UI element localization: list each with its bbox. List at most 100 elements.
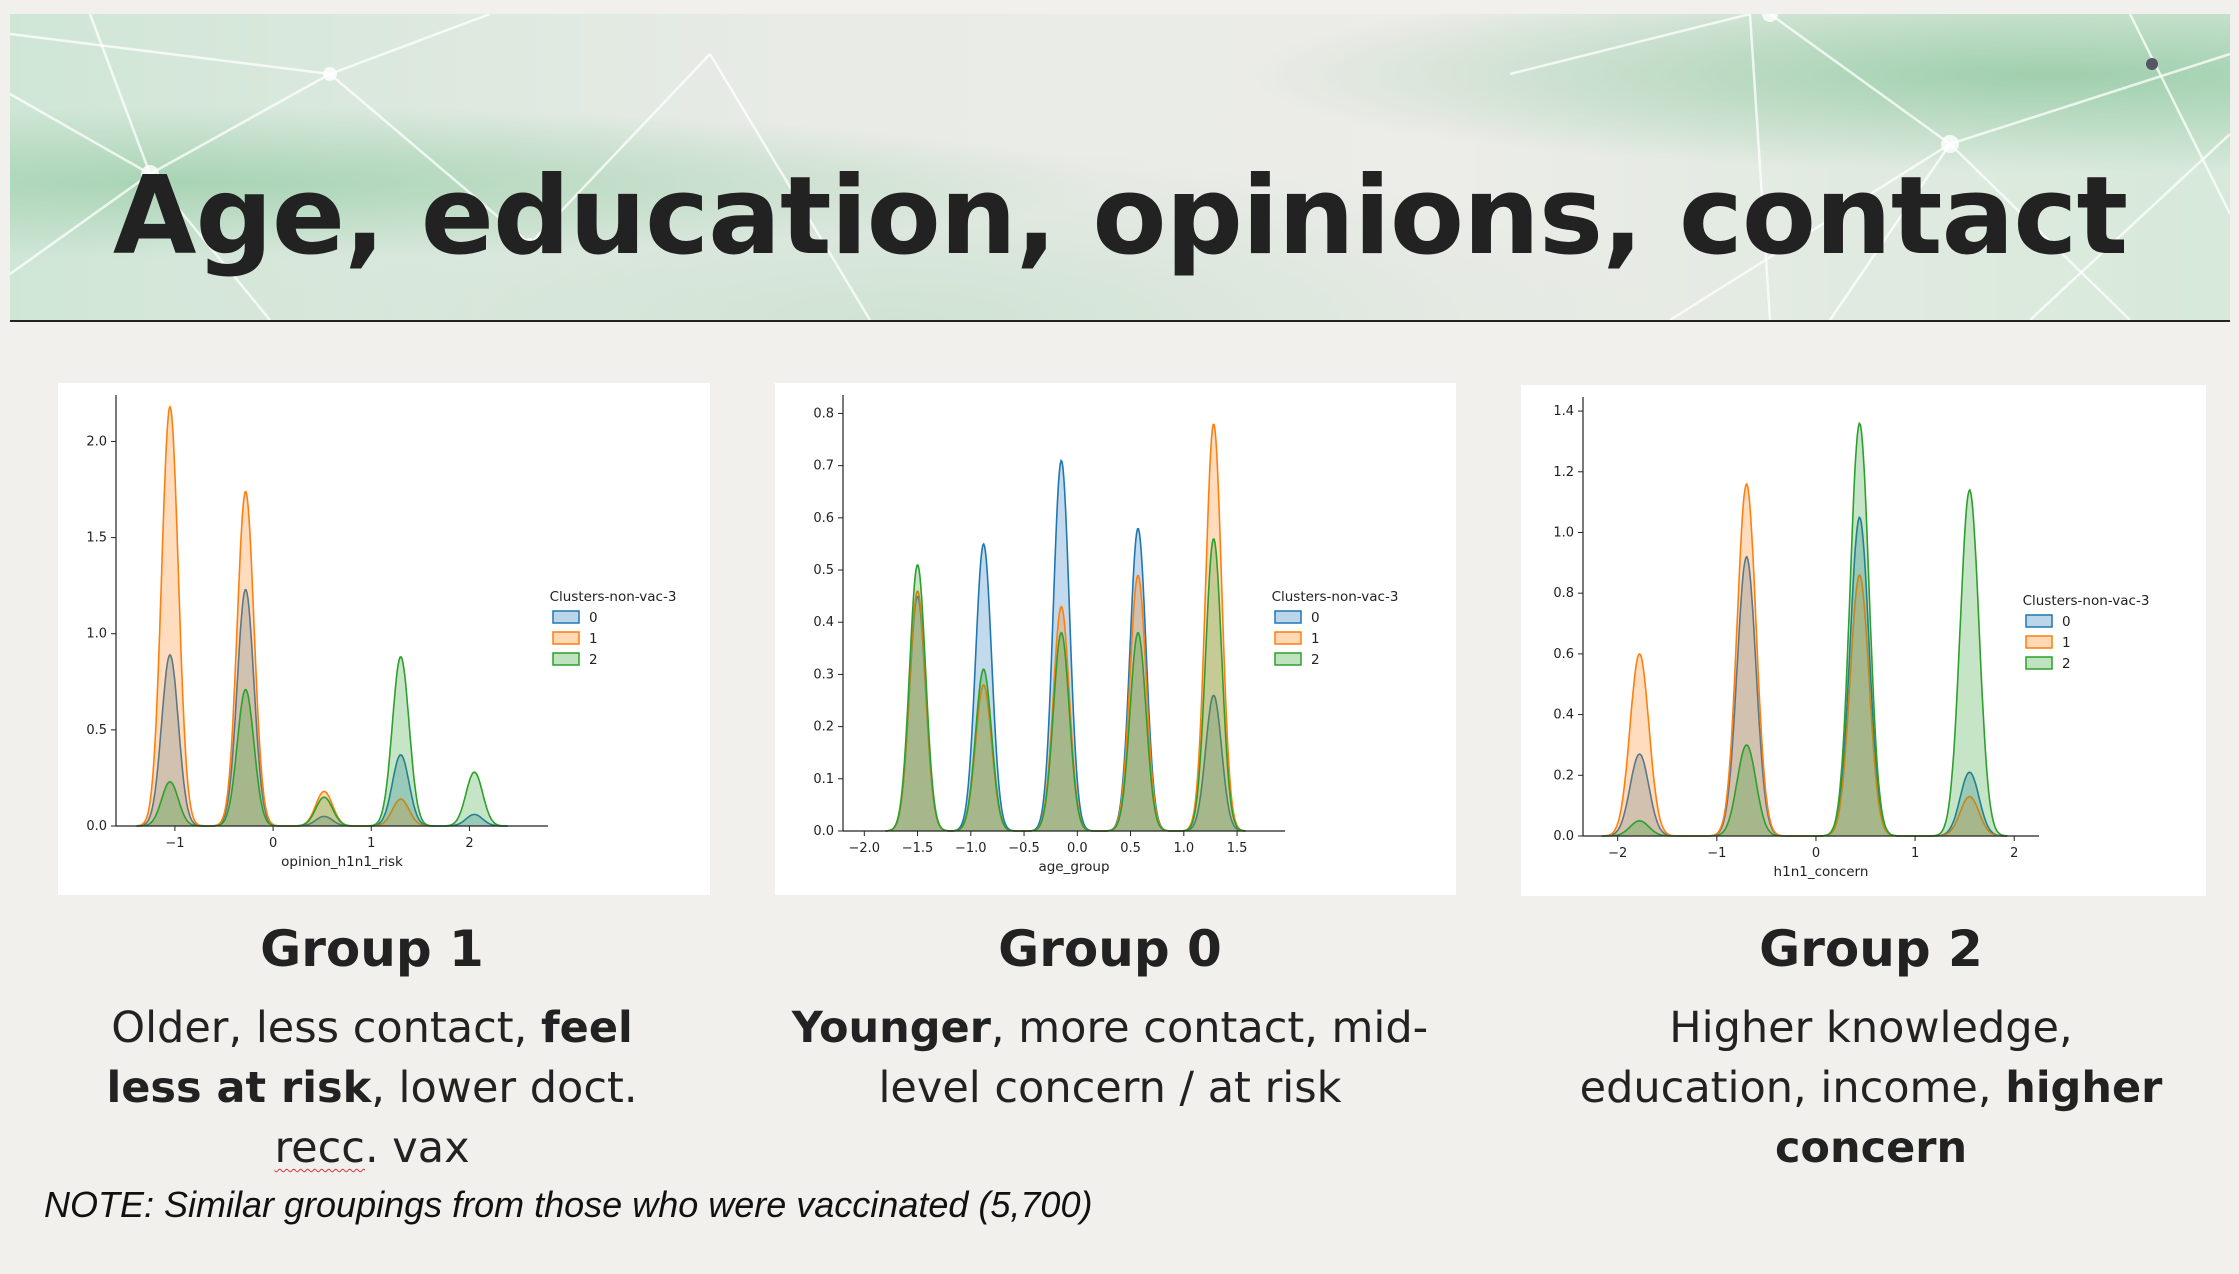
legend-swatch-1 [1274,631,1302,645]
group-description: Older, less contact, feel less at risk, … [58,998,686,1178]
chart-h1n1-concern: −2 −1 0 1 2 0.0 0.2 0.4 0.6 0.8 1.0 1.2 1.4 h1n1_conc… [1521,385,2206,896]
legend-label-1: 1 [1311,631,1320,647]
series-line-0 [136,588,508,827]
description-text: , more contact, mid-level concern / at r… [878,1003,1429,1113]
y-tick-label: 0.6 [1553,647,1574,662]
chart-age-group: −2.0 −1.5 −1.0 −0.5 0.0 0.5 1.0 1.5 0.0 0.1 0.2 0.3… [775,383,1456,895]
x-tick-label: 0 [269,836,277,851]
chart-opinion-h1n1-risk: −1 0 1 2 0.0 0.5 1.0 1.5 2.0 opinion_h1n1_risk Clu… [58,383,710,895]
x-axis-label: opinion_h1n1_risk [281,854,403,870]
x-tick-label: 2 [465,836,473,851]
y-tick-label: 0.3 [813,667,834,682]
y-tick-label: 0.8 [813,406,834,421]
y-tick-label: 1.0 [86,627,107,642]
series-line-0 [1601,515,2008,837]
y-tick-label: 0.0 [1553,829,1574,844]
x-tick-label: −0.5 [1008,841,1040,856]
legend-swatch-2 [1274,652,1302,666]
footnote: NOTE: Similar groupings from those who w… [44,1184,1093,1225]
chart-svg: −1 0 1 2 0.0 0.5 1.0 1.5 2.0 opinion_h1n1_risk Clu… [86,395,677,870]
series-line-1 [1601,482,2008,837]
emphasis-text: Younger [791,1003,991,1053]
y-tick-label: 0.6 [813,511,834,526]
y-tick-label: 1.0 [1553,525,1574,540]
y-tick-label: 0.2 [813,720,834,735]
description-text: . vax [364,1123,470,1173]
description-text: recc [274,1123,365,1173]
x-tick-label: −2 [1608,846,1627,861]
network-pattern [10,14,2230,320]
legend-label-0: 0 [1311,610,1320,626]
x-axis-label: h1n1_concern [1774,864,1869,880]
title-banner: Age, education, opinions, contact [10,14,2230,322]
series-area-1 [1601,484,2008,836]
legend-swatch-2 [552,652,580,666]
y-tick-label: 1.2 [1553,465,1574,480]
x-tick-label: 2 [2010,846,2018,861]
legend-label-1: 1 [589,631,598,647]
series-area-2 [136,656,508,826]
group-description: Higher knowledge, education, income, hig… [1571,998,2171,1178]
y-tick-label: 0.0 [813,824,834,839]
x-tick-label: −1 [165,836,184,851]
legend-label-0: 0 [589,610,598,626]
legend-swatch-0 [1274,610,1302,624]
slide-title: Age, education, opinions, contact [112,154,2128,279]
y-tick-label: 0.4 [1553,708,1574,723]
group-title: Group 1 [260,920,484,978]
x-tick-label: −1.5 [902,841,934,856]
legend-swatch-2 [2025,656,2053,670]
series-area-2 [1601,423,2008,836]
y-tick-label: 1.4 [1553,404,1574,419]
x-tick-label: 1 [367,836,375,851]
legend-label-2: 2 [1311,652,1320,668]
y-tick-label: 0.5 [813,563,834,578]
chart-svg: −2.0 −1.5 −1.0 −0.5 0.0 0.5 1.0 1.5 0.0 0.1 0.2 0.3… [813,395,1399,875]
legend-title: Clusters-non-vac-3 [1272,589,1399,605]
x-tick-label: −1.0 [955,841,987,856]
x-axis-label: age_group [1038,859,1109,875]
series-area-0 [136,589,508,826]
x-tick-label: 0.0 [1067,841,1088,856]
x-tick-label: −2.0 [849,841,881,856]
y-tick-label: 1.5 [86,531,107,546]
emphasis-text: higher concern [1774,1063,2163,1173]
legend-label-2: 2 [2062,656,2071,672]
emphasis-text: feel less at risk [106,1003,633,1113]
x-tick-label: 0.5 [1120,841,1141,856]
description-text: Higher knowledge, education, income, [1579,1003,2073,1113]
y-tick-label: 0.1 [813,772,834,787]
x-tick-label: 1.0 [1173,841,1194,856]
y-tick-label: 0.4 [813,615,834,630]
legend-title: Clusters-non-vac-3 [2023,593,2150,609]
legend-swatch-1 [2025,635,2053,649]
y-tick-label: 2.0 [86,434,107,449]
legend-swatch-0 [2025,614,2053,628]
legend-title: Clusters-non-vac-3 [550,589,677,605]
y-tick-label: 0.0 [86,819,107,834]
series-area-1 [885,424,1246,831]
y-tick-label: 0.2 [1553,768,1574,783]
legend-label-1: 1 [2062,635,2071,651]
y-tick-label: 0.8 [1553,586,1574,601]
y-tick-label: 0.5 [86,723,107,738]
group-description: Younger, more contact, mid-level concern… [775,998,1445,1118]
series-line-2 [1601,421,2008,837]
chart-svg: −2 −1 0 1 2 0.0 0.2 0.4 0.6 0.8 1.0 1.2 1.4 h1n1_conc… [1553,397,2150,880]
x-tick-label: 0 [1812,846,1820,861]
legend-swatch-1 [552,631,580,645]
legend-swatch-0 [552,610,580,624]
legend-label-0: 0 [2062,614,2071,630]
x-tick-label: −1 [1707,846,1726,861]
legend-label-2: 2 [589,652,598,668]
series-area-2 [885,539,1246,831]
y-tick-label: 0.7 [813,459,834,474]
series-area-0 [1601,517,2008,836]
x-tick-label: 1 [1911,846,1919,861]
dot-icon [2146,58,2158,70]
x-tick-label: 1.5 [1227,841,1248,856]
group-title: Group 2 [1759,920,1983,978]
description-text: Older, less contact, [111,1003,541,1053]
group-title: Group 0 [998,920,1222,978]
